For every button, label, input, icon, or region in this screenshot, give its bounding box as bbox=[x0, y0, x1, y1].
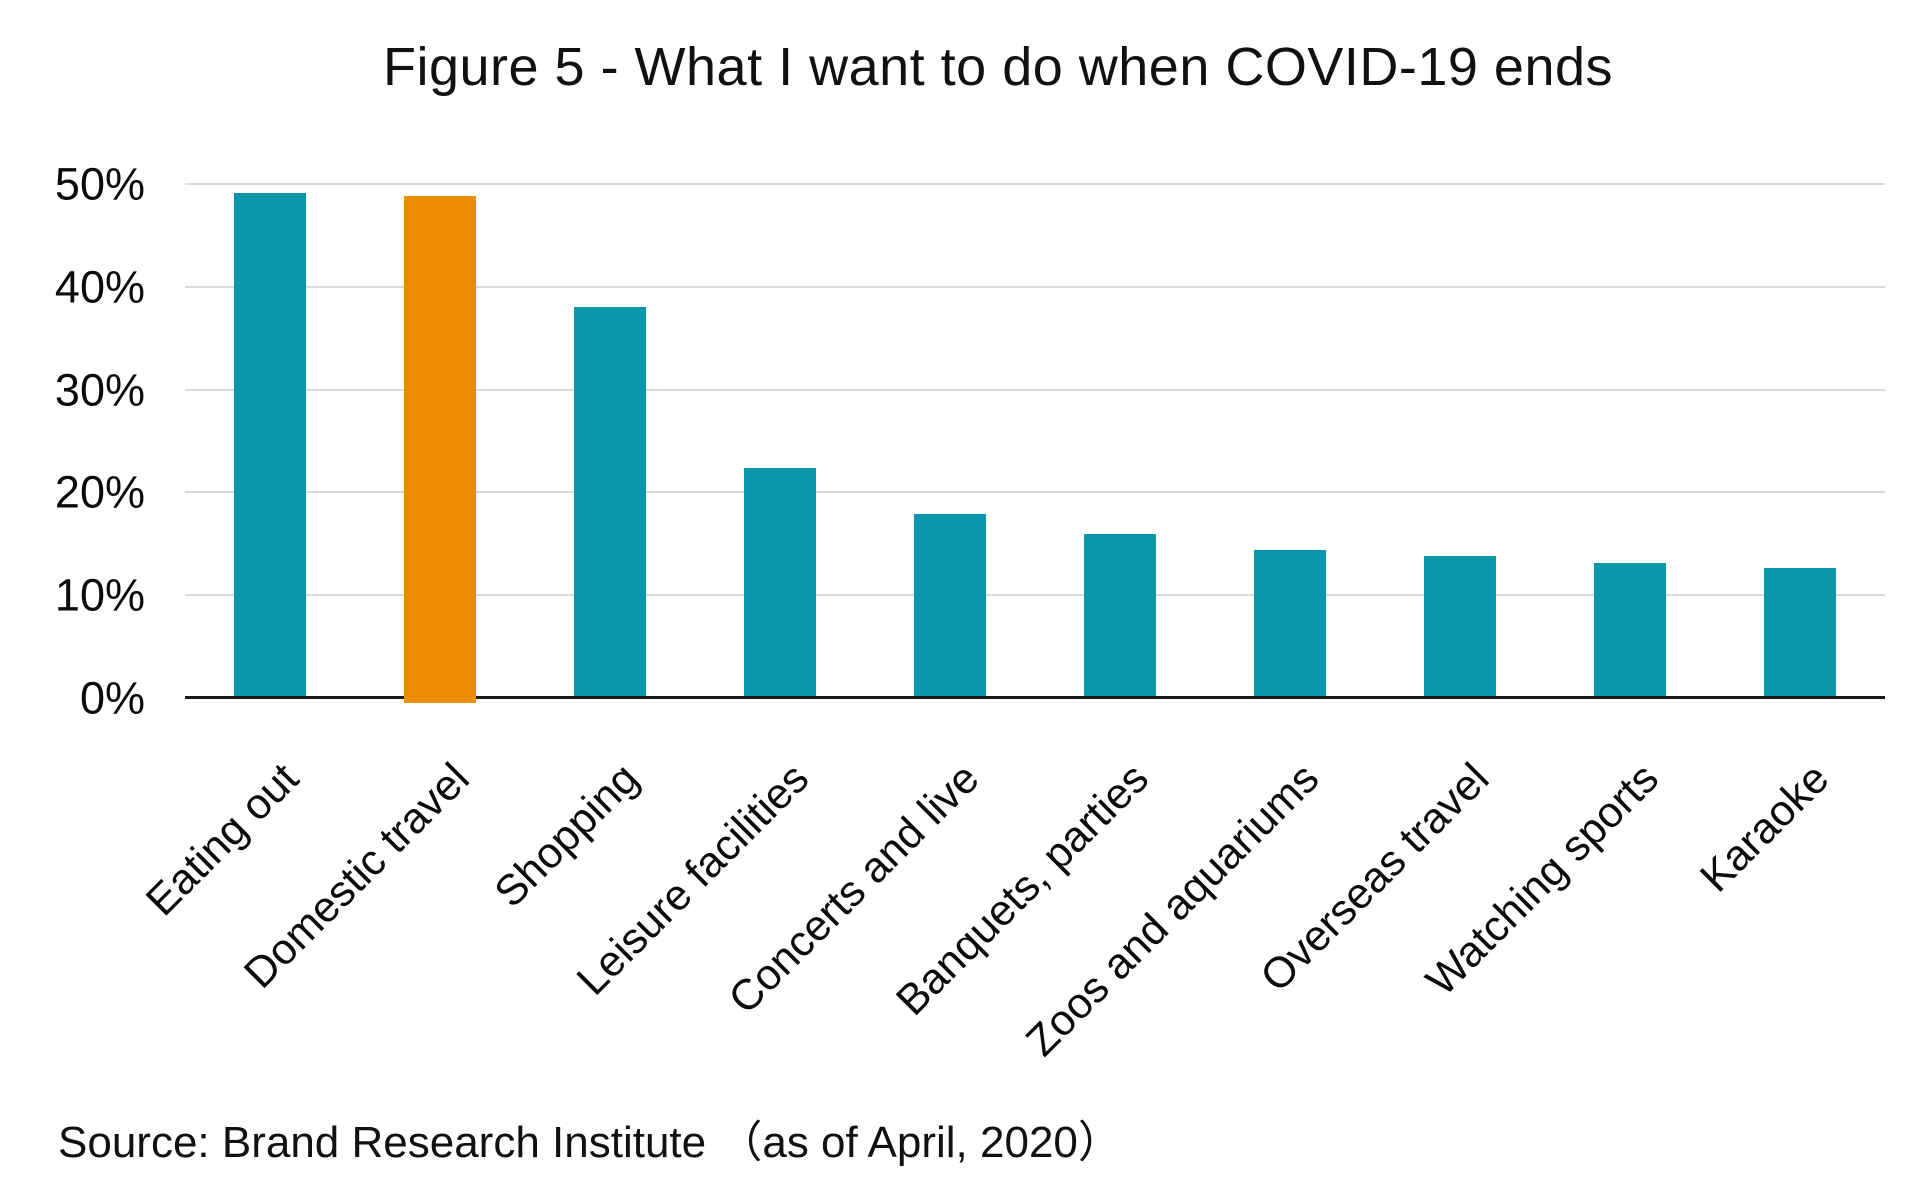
x-axis-label: Karaoke bbox=[1691, 754, 1839, 902]
bar-banquets-parties bbox=[1084, 533, 1156, 698]
x-axis-label: Eating out bbox=[137, 754, 309, 926]
y-axis-tick-label: 50% bbox=[54, 158, 145, 210]
gridline-10 bbox=[185, 594, 1885, 597]
bar-leisure-facilities bbox=[744, 467, 816, 698]
y-axis-tick-label: 0% bbox=[79, 672, 145, 724]
bar-domestic-travel bbox=[404, 196, 476, 703]
bar-eating-out bbox=[234, 193, 306, 698]
bar-zoos-and-aquariums bbox=[1254, 549, 1326, 698]
bar-watching-sports bbox=[1594, 563, 1666, 698]
bar-concerts-and-live bbox=[914, 514, 986, 698]
bar-overseas-travel bbox=[1424, 556, 1496, 698]
x-axis-label: Zoos and aquariums bbox=[1017, 754, 1329, 1066]
x-axis-line bbox=[185, 696, 1885, 699]
bar-karaoke bbox=[1764, 568, 1836, 698]
gridline-20 bbox=[185, 491, 1885, 494]
y-axis-tick-label: 10% bbox=[54, 569, 145, 621]
x-axis: Eating out Domestic travel Shopping Leisure… bbox=[137, 698, 1885, 1098]
plot-area bbox=[185, 183, 1885, 703]
bar-shopping bbox=[574, 307, 646, 698]
y-axis-tick-label: 20% bbox=[54, 466, 145, 518]
y-axis-tick-label: 40% bbox=[54, 261, 145, 313]
y-axis: 0% 10% 20% 30% 40% 50% bbox=[0, 162, 145, 721]
y-axis-tick-label: 30% bbox=[54, 364, 145, 416]
source-note: Source: Brand Research Institute （as of … bbox=[58, 1118, 1122, 1167]
gridline-40 bbox=[185, 285, 1885, 288]
chart-title: Figure 5 - What I want to do when COVID-… bbox=[382, 37, 1614, 97]
gridline-50 bbox=[185, 183, 1885, 185]
x-axis-label: Shopping bbox=[485, 754, 649, 917]
gridline-30 bbox=[185, 388, 1885, 391]
